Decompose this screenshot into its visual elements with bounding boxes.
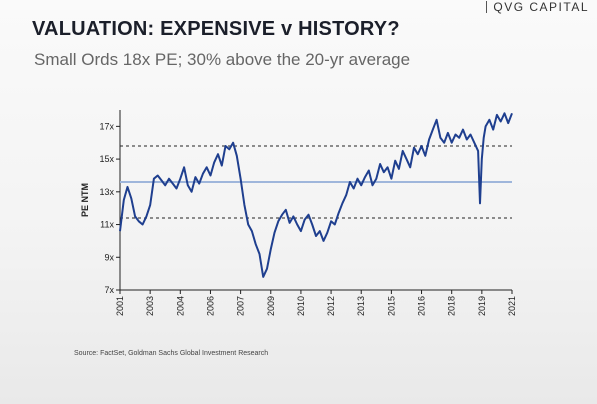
x-tick-label: 2013 <box>356 296 366 316</box>
y-tick-label: 9x <box>104 252 114 262</box>
y-tick-label: 7x <box>104 285 114 295</box>
source-note: Source: FactSet, Goldman Sachs Global In… <box>74 350 269 357</box>
brand-divider <box>486 1 488 13</box>
slide-title: VALUATION: EXPENSIVE v HISTORY? <box>32 18 400 40</box>
y-tick-label: 17x <box>99 121 114 131</box>
x-tick-label: 2016 <box>417 296 427 316</box>
x-tick-label: 2007 <box>236 296 246 316</box>
y-tick-label: 13x <box>99 187 114 197</box>
x-tick-label: 2004 <box>175 296 185 316</box>
chart-svg: 7x 9x 11x 13x 15x 17x 2001 2003 2004 2006 2007 2009… <box>80 110 517 316</box>
y-tick-label: 15x <box>99 154 114 164</box>
slide-subtitle: Small Ords 18x PE; 30% above the 20-yr a… <box>34 50 411 69</box>
pe-series-line <box>119 112 513 278</box>
x-tick-label: 2015 <box>386 296 396 316</box>
x-tick-label: 2012 <box>326 296 336 316</box>
y-axis-label: PE NTM <box>80 183 90 217</box>
x-tick-label: 2003 <box>145 296 155 316</box>
x-tick-label: 2021 <box>507 296 517 316</box>
x-tick-label: 2018 <box>447 296 457 316</box>
brand-logo: QVG CAPITAL <box>486 0 589 14</box>
y-tick-label: 11x <box>100 220 114 230</box>
x-tick-label: 2019 <box>477 296 487 316</box>
x-tick-label: 2009 <box>266 296 276 316</box>
x-tick-label: 2006 <box>205 296 215 316</box>
brand-name: QVG CAPITAL <box>493 0 589 14</box>
x-tick-label: 2001 <box>115 296 125 316</box>
pe-chart: 7x 9x 11x 13x 15x 17x 2001 2003 2004 2006 2007 2009… <box>70 98 530 338</box>
x-tick-label: 2010 <box>296 296 306 316</box>
